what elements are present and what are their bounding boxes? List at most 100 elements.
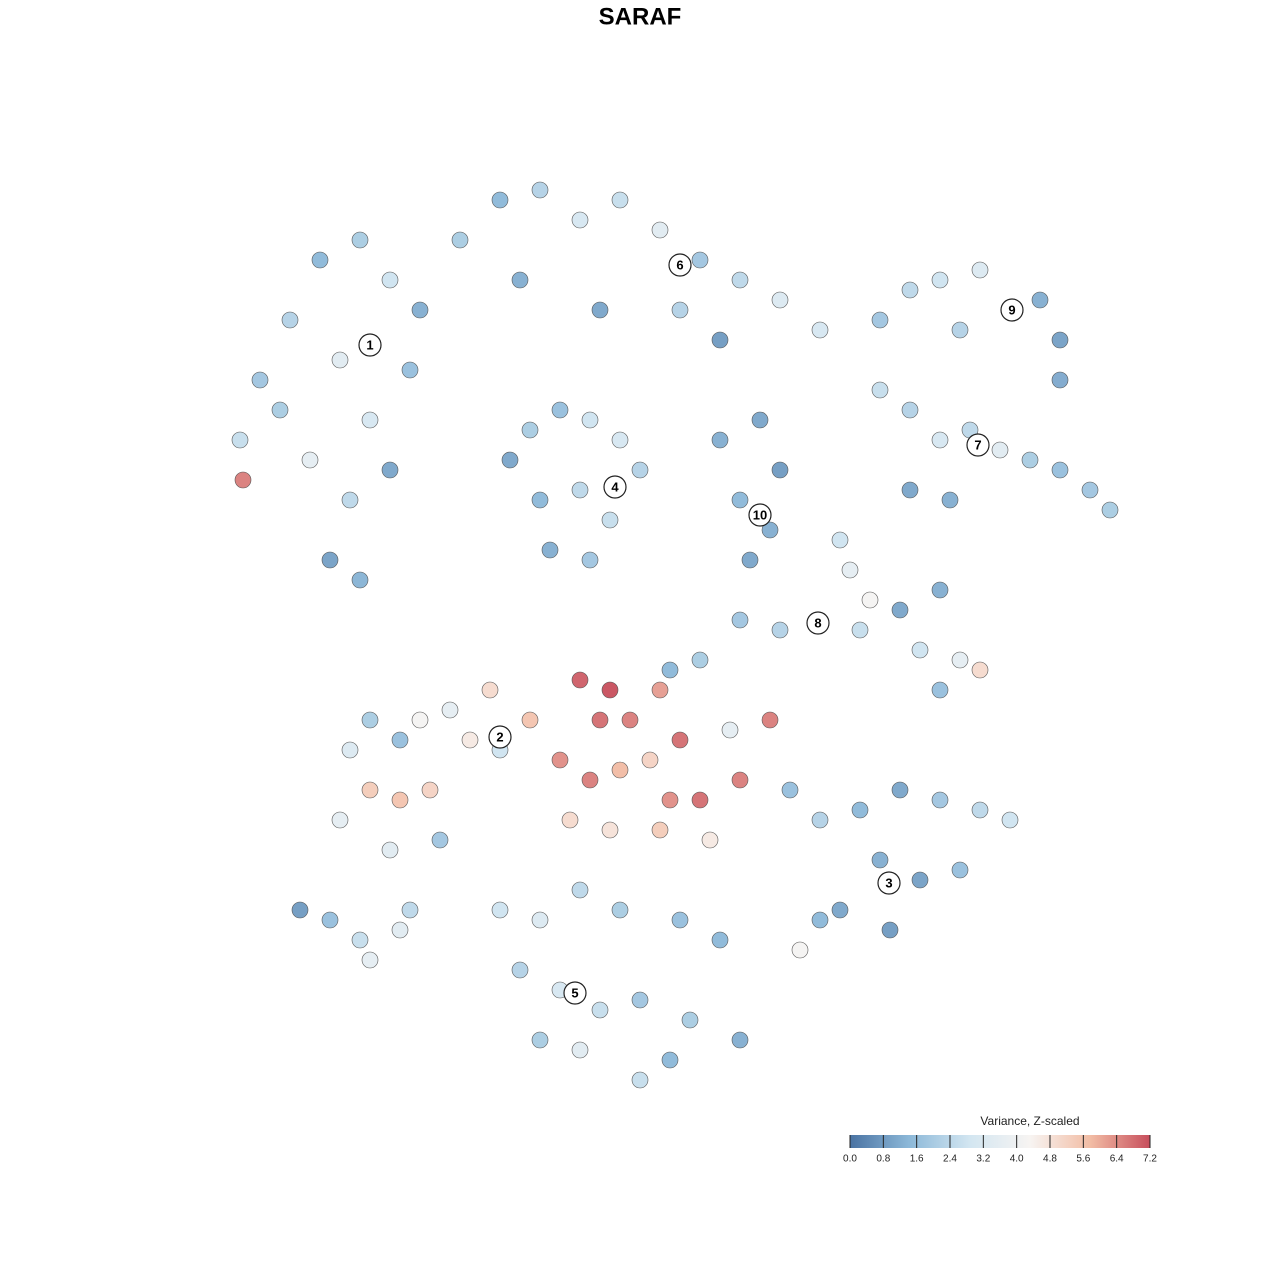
- cluster-badge: [668, 253, 692, 277]
- point: [281, 311, 299, 329]
- point: [321, 551, 339, 569]
- cluster-label: 7: [974, 437, 981, 452]
- point: [891, 781, 909, 799]
- point: [641, 751, 659, 769]
- point: [611, 431, 629, 449]
- point: [611, 191, 629, 209]
- colorbar-tick-label: 3.2: [976, 1154, 990, 1165]
- point: [581, 551, 599, 569]
- point: [691, 651, 709, 669]
- point: [951, 651, 969, 669]
- point: [551, 401, 569, 419]
- point: [841, 561, 859, 579]
- cluster-badge: [603, 475, 627, 499]
- cluster-label: 1: [366, 337, 373, 352]
- point: [351, 571, 369, 589]
- point: [871, 311, 889, 329]
- point: [571, 671, 589, 689]
- point: [891, 601, 909, 619]
- point: [391, 791, 409, 809]
- cluster-badge: [1000, 298, 1024, 322]
- point: [851, 621, 869, 639]
- point: [651, 681, 669, 699]
- cluster-badge: [748, 503, 772, 527]
- point: [711, 931, 729, 949]
- point: [731, 491, 749, 509]
- point: [631, 461, 649, 479]
- point: [691, 251, 709, 269]
- cluster-label: 10: [753, 507, 767, 522]
- point: [661, 791, 679, 809]
- point: [321, 911, 339, 929]
- point: [611, 901, 629, 919]
- colorbar-tick-label: 5.6: [1076, 1154, 1090, 1165]
- point: [881, 921, 899, 939]
- point: [491, 191, 509, 209]
- point: [731, 1031, 749, 1049]
- point: [771, 291, 789, 309]
- point: [501, 451, 519, 469]
- point: [571, 881, 589, 899]
- point: [651, 221, 669, 239]
- cluster-label: 3: [885, 875, 892, 890]
- point: [381, 271, 399, 289]
- cluster-label: 5: [571, 985, 578, 1000]
- point: [531, 911, 549, 929]
- point: [571, 211, 589, 229]
- point: [521, 711, 539, 729]
- point: [931, 271, 949, 289]
- point: [271, 401, 289, 419]
- cluster-badge: [488, 725, 512, 749]
- point: [681, 1011, 699, 1029]
- point: [1081, 481, 1099, 499]
- point: [911, 641, 929, 659]
- point: [331, 351, 349, 369]
- point: [301, 451, 319, 469]
- point: [561, 811, 579, 829]
- points: [231, 181, 1119, 1089]
- point: [291, 901, 309, 919]
- point: [771, 621, 789, 639]
- point: [671, 301, 689, 319]
- point: [721, 721, 739, 739]
- colorbar-tick-label: 4.8: [1043, 1154, 1057, 1165]
- point: [411, 301, 429, 319]
- point: [591, 711, 609, 729]
- point: [311, 251, 329, 269]
- point: [711, 431, 729, 449]
- point: [851, 801, 869, 819]
- point: [791, 941, 809, 959]
- point: [341, 741, 359, 759]
- point: [731, 771, 749, 789]
- point: [1051, 461, 1069, 479]
- point: [991, 441, 1009, 459]
- point: [761, 711, 779, 729]
- point: [871, 851, 889, 869]
- point: [381, 461, 399, 479]
- point: [381, 841, 399, 859]
- point: [341, 491, 359, 509]
- point: [731, 271, 749, 289]
- point: [451, 231, 469, 249]
- point: [421, 781, 439, 799]
- cluster-badge: [563, 981, 587, 1005]
- point: [631, 991, 649, 1009]
- point: [731, 611, 749, 629]
- point: [1031, 291, 1049, 309]
- point: [661, 1051, 679, 1069]
- colorbar-tick-label: 0.8: [876, 1154, 890, 1165]
- point: [541, 541, 559, 559]
- point: [521, 421, 539, 439]
- point: [571, 1041, 589, 1059]
- point: [511, 961, 529, 979]
- point: [691, 791, 709, 809]
- point: [931, 791, 949, 809]
- point: [671, 731, 689, 749]
- point: [401, 901, 419, 919]
- cluster-label: 4: [611, 479, 619, 494]
- point: [931, 581, 949, 599]
- point: [931, 431, 949, 449]
- point: [581, 411, 599, 429]
- point: [901, 281, 919, 299]
- colorbar-gradient: [850, 1135, 1150, 1148]
